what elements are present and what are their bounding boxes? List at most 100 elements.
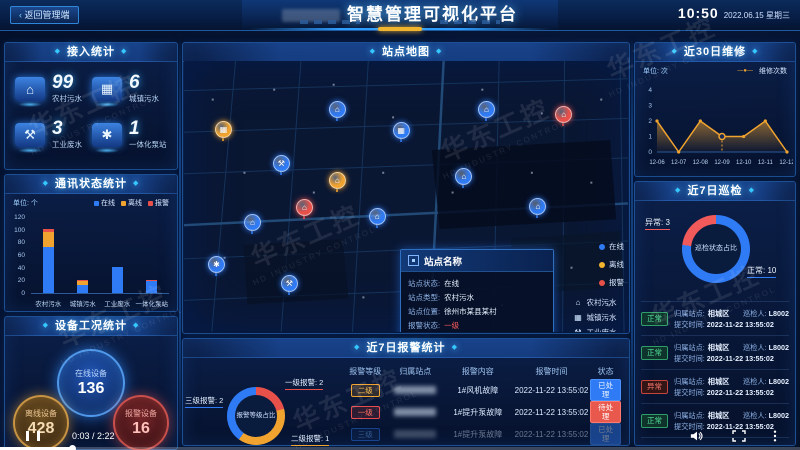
bar-segment	[146, 280, 158, 293]
map-marker-alarm[interactable]: ⌂	[295, 199, 313, 220]
alarm-station-cell	[387, 386, 443, 395]
alarm-time-cell: 2022-11-22 13:55:02	[514, 407, 589, 417]
clock: 10:50 2022.06.15 星期三	[678, 5, 790, 21]
alarm-level-badge: 三级	[350, 427, 380, 441]
column-header: 归属站点	[399, 366, 432, 376]
inspector-label: 巡检人:	[743, 376, 769, 386]
panel-title: 设备工况统计	[5, 317, 177, 336]
title-area: 智慧管理可视化平台	[242, 0, 558, 30]
bar-segment	[77, 280, 89, 281]
svg-text:12-07: 12-07	[671, 160, 687, 166]
legend-item: ⚒ 工业废水	[574, 327, 625, 332]
station-label: 归属站点:	[674, 410, 705, 420]
svg-text:12-06: 12-06	[649, 160, 665, 166]
video-player-controls: 0:03 / 2:22	[0, 424, 800, 450]
alarm-donut-label: 二级报警: 1	[291, 433, 330, 446]
access-item: ✱ 1 一体化泵站	[92, 118, 169, 153]
stacked-bar	[77, 280, 89, 293]
submit-time-label: 提交时间:	[674, 319, 707, 329]
inspector-label: 巡检人:	[743, 308, 769, 318]
station-value: 相城区	[707, 410, 730, 420]
map-marker-online[interactable]: ✱	[207, 256, 225, 277]
access-label: 农村污水	[52, 94, 82, 103]
y-tick-label: 0	[21, 290, 25, 297]
stacked-bar	[111, 267, 123, 293]
map-marker-online[interactable]: ⌂	[243, 214, 261, 235]
alarm-level-badge: 一级	[350, 405, 380, 419]
y-tick-label: 40	[17, 264, 25, 272]
stacked-bar	[146, 279, 158, 293]
map-marker-online[interactable]: ⌂	[328, 100, 346, 121]
factory-icon: ⚒	[574, 328, 583, 332]
legend-item: 在线	[599, 241, 624, 252]
access-label: 城镇污水	[129, 94, 159, 103]
inspect-row: 异常 归属站点: 相城区 巡检人: L8002 提交时间: 2022-11-22 13:…	[641, 369, 789, 403]
redacted-station	[394, 386, 437, 395]
column-divider	[631, 34, 633, 446]
alarm-level-cell: 三级	[343, 427, 387, 441]
fullscreen-icon[interactable]	[732, 430, 746, 442]
panel-repair-30d: 近30日维修 单位: 次 —●— 维修次数 0 1 2 3 4 12-06 12-07 12-…	[634, 42, 796, 177]
legend-swatch	[94, 200, 99, 206]
legend-label: 在线	[101, 200, 115, 207]
access-item-text: 99 农村污水	[52, 73, 82, 104]
legend-label: 农村污水	[586, 298, 617, 307]
map-marker-online[interactable]: ▦	[392, 122, 410, 143]
bar-segment	[77, 280, 89, 285]
popup-row-value: 一级	[444, 319, 459, 332]
legend-label: 在线	[609, 242, 624, 251]
site-popup-rows: 站点状态: 在线 站点类型: 农村污水 站点位置: 徐州市某县某村 报警状态: 一级	[401, 272, 553, 332]
inspect-status-badge: 正常	[641, 345, 668, 360]
back-button[interactable]: 返回管理端	[10, 6, 79, 24]
map-marker-online[interactable]: ⌂	[455, 168, 473, 189]
pause-button[interactable]	[26, 431, 40, 441]
header-deco-dashes	[440, 20, 500, 24]
map-marker-online[interactable]: ⚒	[280, 275, 298, 296]
legend-label: 报警	[155, 200, 169, 207]
inspect-status-badge: 正常	[641, 311, 668, 326]
video-progress-knob[interactable]	[69, 445, 76, 450]
legend-dot	[599, 279, 605, 286]
panel-inspect-7d: 近7日巡检 巡检状态占比 异常: 3正常: 10 正常归属站点:相城区巡检人: …	[634, 181, 796, 446]
online-devices-label: 在线设备	[75, 369, 107, 378]
panel-device-status: 设备工况统计 在线设备 136 离线设备 428 报警设备 16	[4, 316, 178, 450]
submit-time-value: 2022-11-22 13:55:02	[706, 319, 774, 329]
inspect-row-body: 归属站点:相城区 巡检人: L8002 提交时间: 2022-11-22 13:55…	[674, 410, 789, 432]
inspector-value: L8002	[769, 445, 789, 446]
legend-item: 离线	[599, 259, 624, 270]
comm-legend: 在线 离线 报警	[94, 198, 169, 208]
alarm-content-cell: 1#提升泵故障	[453, 407, 503, 417]
alarm-devices-value: 16	[132, 420, 150, 437]
inspector-value: L8002	[768, 410, 789, 420]
alarm-station-cell	[387, 408, 443, 417]
legend-item: ▦ 城镇污水	[574, 312, 625, 323]
map-marker-offline[interactable]: ▦	[215, 120, 233, 141]
volume-icon[interactable]	[690, 430, 704, 442]
alarm-content-cell: 1#提升泵故障	[453, 429, 503, 439]
alarm-table-header: 报警等级 归属站点 报警内容 报警时间 状态	[343, 363, 621, 379]
access-item: ⚒ 3 工业废水	[15, 118, 92, 153]
map-marker-alarm[interactable]: ⌂	[555, 105, 573, 126]
more-options-icon[interactable]	[768, 430, 782, 442]
online-devices-value: 136	[77, 380, 105, 397]
station-value: 相城区	[707, 376, 730, 386]
map-marker-offline[interactable]: ⌂	[328, 172, 346, 193]
legend-swatch	[121, 200, 126, 206]
access-value: 1	[129, 118, 140, 139]
alarm-devices-circle: 报警设备 16	[113, 395, 169, 450]
map-marker-online[interactable]: ⌂	[368, 207, 386, 228]
alarm-level-badge: 二级	[350, 383, 380, 397]
video-progress-bar[interactable]	[0, 445, 800, 450]
map-marker-online[interactable]: ⚒	[272, 154, 290, 175]
map-marker-online[interactable]: ⌂	[529, 198, 547, 219]
station-label: 归属站点:	[674, 308, 705, 318]
submit-time-value: 2022-11-22 13:55:02	[706, 387, 774, 397]
legend-item: 报警	[599, 277, 624, 288]
building-icon: ▦	[574, 313, 582, 322]
access-value: 3	[52, 118, 63, 139]
map-marker-online[interactable]: ⌂	[477, 100, 495, 121]
access-value: 6	[129, 72, 140, 93]
